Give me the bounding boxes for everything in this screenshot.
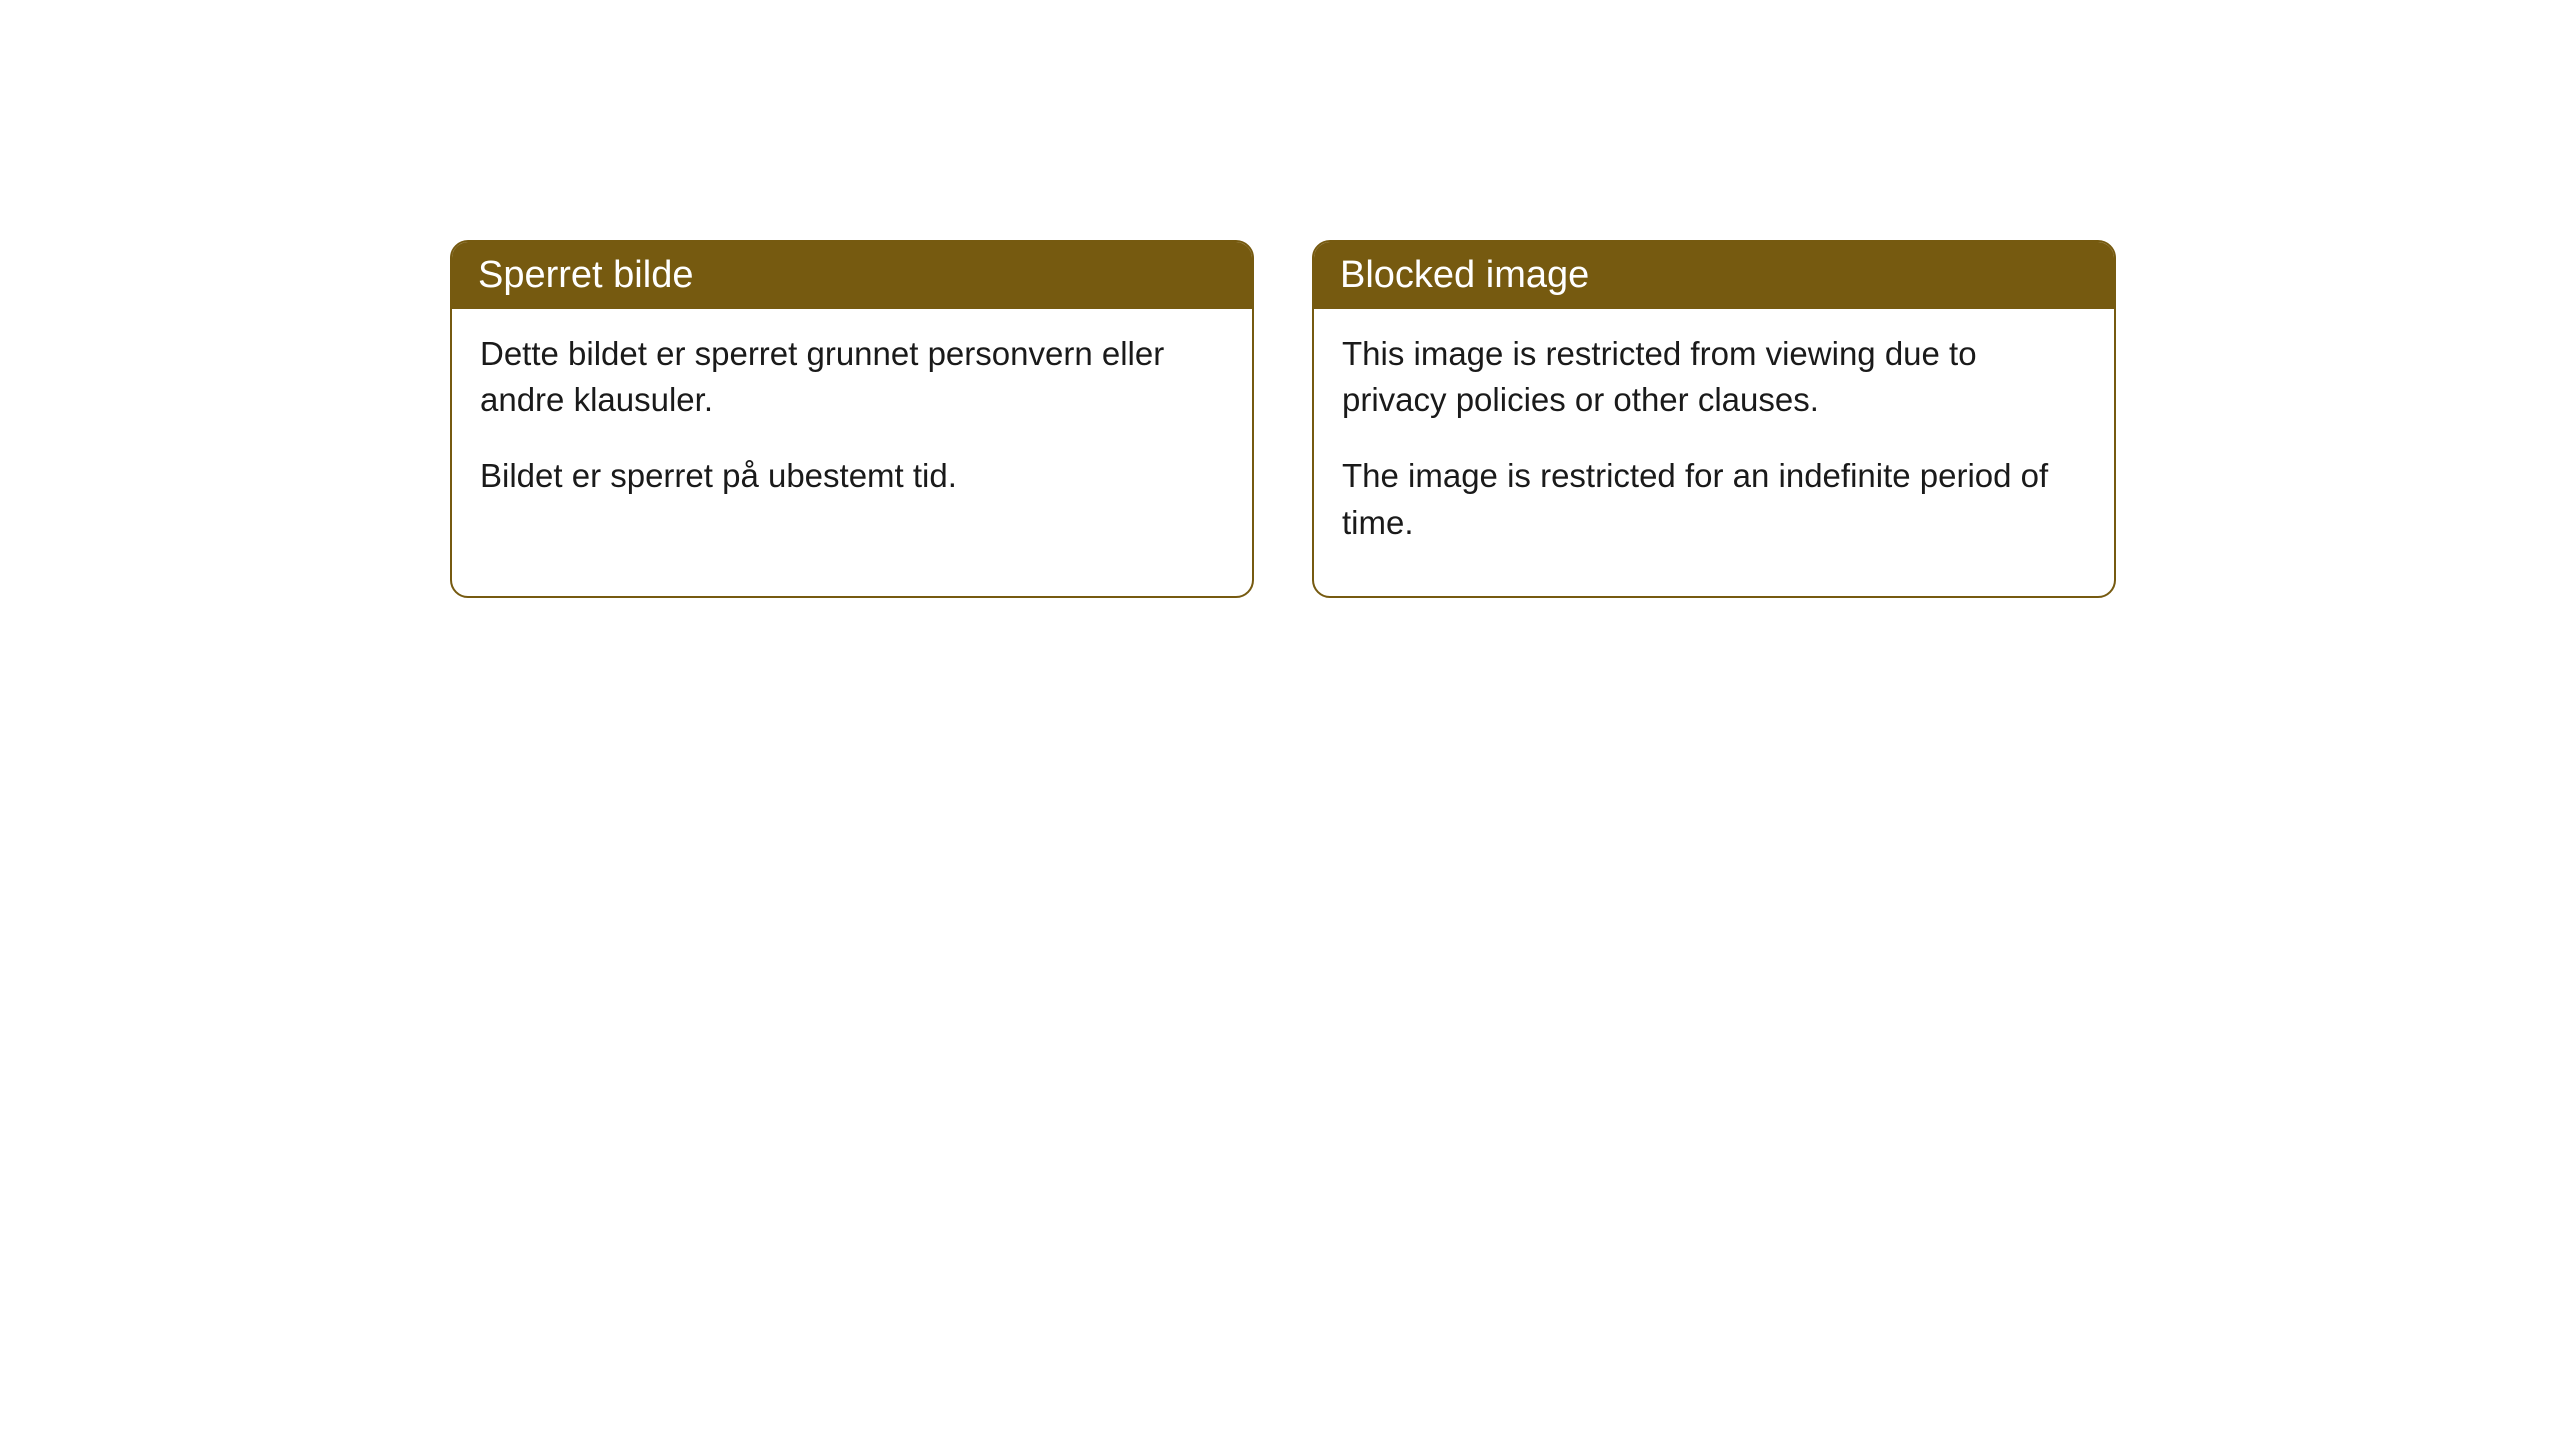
card-header-english: Blocked image	[1314, 242, 2114, 309]
card-paragraph-1: Dette bildet er sperret grunnet personve…	[480, 331, 1224, 423]
card-paragraph-1: This image is restricted from viewing du…	[1342, 331, 2086, 423]
card-norwegian: Sperret bilde Dette bildet er sperret gr…	[450, 240, 1254, 598]
card-english: Blocked image This image is restricted f…	[1312, 240, 2116, 598]
card-paragraph-2: The image is restricted for an indefinit…	[1342, 453, 2086, 545]
card-body-english: This image is restricted from viewing du…	[1314, 309, 2114, 596]
card-body-norwegian: Dette bildet er sperret grunnet personve…	[452, 309, 1252, 550]
card-paragraph-2: Bildet er sperret på ubestemt tid.	[480, 453, 1224, 499]
card-header-norwegian: Sperret bilde	[452, 242, 1252, 309]
cards-container: Sperret bilde Dette bildet er sperret gr…	[450, 240, 2560, 598]
